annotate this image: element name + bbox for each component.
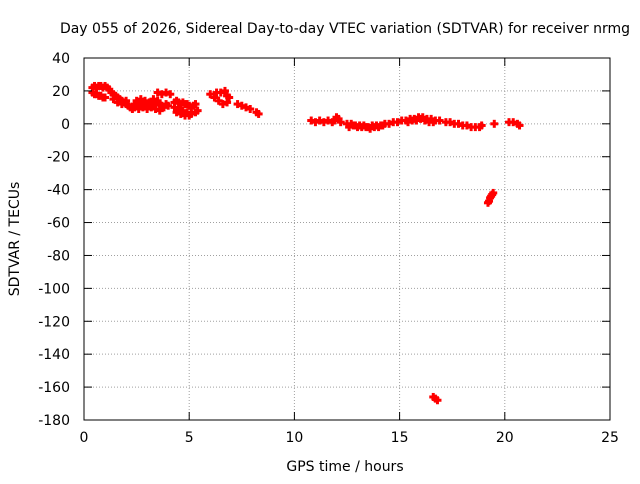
y-tick-label: -160	[38, 380, 70, 396]
data-point	[130, 103, 139, 112]
x-tick-label: 20	[496, 430, 514, 446]
x-tick-label: 5	[185, 430, 194, 446]
data-point	[149, 95, 158, 104]
data-point	[157, 90, 166, 99]
data-point	[164, 101, 173, 110]
data-point	[435, 116, 444, 125]
data-point	[151, 105, 160, 114]
data-point	[138, 103, 147, 112]
data-point	[336, 118, 345, 127]
data-point	[176, 109, 185, 118]
data-point	[385, 119, 394, 128]
x-axis-label: GPS time / hours	[286, 459, 403, 475]
data-point	[429, 118, 438, 127]
data-point	[412, 116, 421, 125]
data-point	[366, 124, 375, 133]
data-point	[147, 103, 156, 112]
y-tick-label: 0	[61, 117, 70, 133]
data-point	[122, 96, 131, 105]
data-point	[246, 105, 255, 114]
data-point	[490, 119, 499, 128]
data-point	[242, 103, 251, 112]
data-point	[170, 103, 179, 112]
data-point	[185, 111, 194, 120]
data-point	[319, 118, 328, 127]
data-point	[233, 100, 242, 109]
data-point	[416, 114, 425, 123]
data-point	[153, 96, 162, 105]
ticks-layer	[83, 57, 611, 421]
y-tick-label: -140	[38, 347, 70, 363]
data-point	[153, 88, 162, 97]
data-point	[136, 95, 145, 104]
data-point	[172, 108, 181, 117]
data-point	[361, 123, 370, 132]
data-point	[113, 98, 122, 107]
data-point	[311, 118, 320, 127]
x-tick-label: 25	[601, 430, 619, 446]
data-point	[307, 116, 316, 125]
points-layer	[88, 81, 524, 405]
data-point	[489, 188, 498, 197]
data-point	[210, 93, 219, 102]
data-point	[216, 88, 225, 97]
y-tick-label: -60	[47, 216, 70, 232]
data-point	[155, 106, 164, 115]
data-point	[349, 121, 358, 130]
data-point	[109, 95, 118, 104]
labels-layer: 0 5 10 15 20 25 40 20 0 -20 -40 -60 -80 -100 -120 -140 -…	[38, 51, 619, 446]
y-tick-label: -40	[47, 183, 70, 199]
data-point	[162, 88, 171, 97]
data-point	[191, 100, 200, 109]
data-point	[462, 121, 471, 130]
data-point	[206, 90, 215, 99]
chart-title: Day 055 of 2026, Sidereal Day-to-day VTE…	[60, 21, 630, 37]
y-tick-label: 20	[52, 84, 70, 100]
y-tick-label: -20	[47, 150, 70, 166]
data-point	[393, 118, 402, 127]
data-point	[315, 116, 324, 125]
y-tick-label: -120	[38, 314, 70, 330]
data-point	[132, 96, 141, 105]
data-point	[143, 105, 152, 114]
x-tick-label: 10	[285, 430, 303, 446]
y-tick-label: -100	[38, 281, 70, 297]
grid-layer	[84, 58, 610, 420]
data-point	[509, 118, 518, 127]
data-point	[330, 116, 339, 125]
data-point	[237, 101, 246, 110]
data-point	[141, 96, 150, 105]
data-point	[225, 93, 234, 102]
y-axis-label: SDTVAR / TECUs	[7, 182, 23, 297]
data-point	[446, 118, 455, 127]
data-point	[345, 123, 354, 132]
data-point	[117, 100, 126, 109]
data-point	[166, 90, 175, 99]
y-tick-label: -180	[38, 413, 70, 429]
data-point	[134, 105, 143, 114]
data-point	[101, 93, 110, 102]
data-point	[477, 121, 486, 130]
y-tick-label: -80	[47, 248, 70, 264]
data-point	[254, 109, 263, 118]
data-point	[193, 106, 202, 115]
y-tick-label: 40	[52, 51, 70, 67]
x-tick-label: 0	[80, 430, 89, 446]
data-point	[374, 123, 383, 132]
data-point	[404, 118, 413, 127]
data-point	[420, 116, 429, 125]
plot-frame	[83, 57, 611, 421]
data-point	[214, 96, 223, 105]
data-point	[433, 396, 442, 405]
data-point	[454, 119, 463, 128]
data-point	[515, 121, 524, 130]
data-point	[218, 100, 227, 109]
data-point	[220, 86, 229, 95]
x-tick-label: 15	[391, 430, 409, 446]
